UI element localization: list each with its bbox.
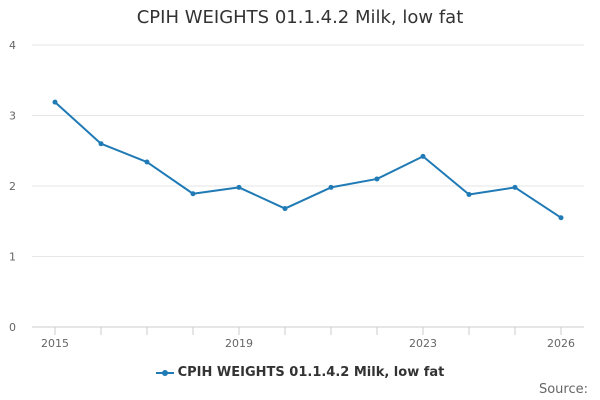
x-tick-label: 2026 — [547, 337, 575, 350]
chart-title: CPIH WEIGHTS 01.1.4.2 Milk, low fat — [136, 7, 464, 28]
x-tick-label: 2023 — [409, 337, 437, 350]
grid-layer — [32, 44, 584, 257]
data-point[interactable] — [98, 141, 104, 147]
data-point[interactable] — [558, 215, 564, 221]
y-tick-label: 0 — [9, 321, 16, 334]
legend-swatch-icon — [155, 368, 174, 378]
x-tick-label: 2019 — [225, 337, 253, 350]
legend[interactable]: CPIH WEIGHTS 01.1.4.2 Milk, low fat — [0, 365, 600, 380]
series-layer — [52, 99, 564, 221]
data-point[interactable] — [282, 206, 288, 212]
data-point[interactable] — [512, 184, 518, 190]
y-tick-label: 3 — [9, 110, 16, 123]
data-point[interactable] — [328, 184, 334, 190]
legend-label[interactable]: CPIH WEIGHTS 01.1.4.2 Milk, low fat — [177, 365, 445, 380]
y-tick-labels: 0 1 2 3 4 — [9, 39, 16, 334]
data-point[interactable] — [52, 99, 58, 105]
data-point[interactable] — [466, 191, 472, 197]
data-point[interactable] — [420, 153, 426, 159]
y-tick-label: 1 — [9, 251, 16, 264]
axis-layer — [32, 326, 584, 335]
data-point[interactable] — [236, 184, 242, 190]
y-tick-label: 2 — [9, 180, 16, 193]
x-tick-labels: 2015 2019 2023 2026 — [41, 337, 575, 350]
source-label: Source: — [538, 382, 588, 397]
data-point[interactable] — [190, 191, 196, 197]
data-point[interactable] — [144, 159, 150, 165]
data-point[interactable] — [374, 176, 380, 182]
x-tick-label: 2015 — [41, 337, 69, 350]
series-line — [54, 101, 562, 219]
y-tick-label: 4 — [9, 39, 16, 52]
